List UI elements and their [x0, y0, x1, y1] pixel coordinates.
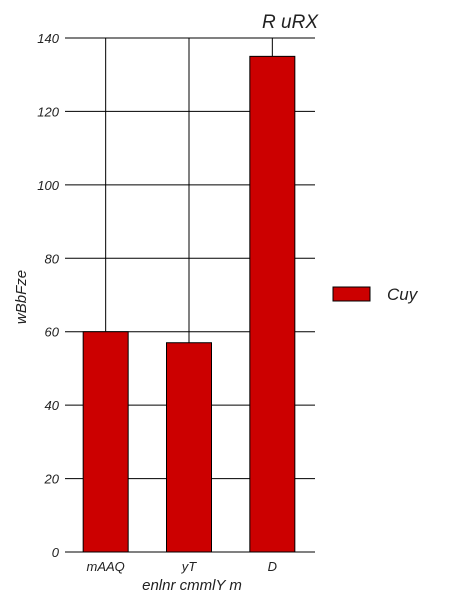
y-tick-label: 60 — [45, 325, 60, 340]
y-tick-label: 120 — [37, 104, 59, 119]
y-tick-label: 140 — [37, 31, 59, 46]
legend-label: Cuy — [387, 285, 419, 304]
legend: Cuy — [332, 285, 419, 304]
y-tick-label: 40 — [45, 398, 60, 413]
x-tick-label: D — [268, 559, 277, 574]
y-tick-label: 100 — [37, 178, 59, 193]
bar — [166, 342, 212, 553]
bar — [249, 55, 296, 553]
x-tick-label: mAAQ — [87, 559, 125, 574]
y-tick-label: 80 — [45, 251, 60, 266]
y-axis-label: wBbFze — [13, 270, 30, 324]
legend-swatch — [332, 286, 371, 302]
x-axis-label: enlnr cmmlY m — [142, 577, 242, 594]
x-tick-label: yT — [181, 559, 198, 574]
y-tick-label: 0 — [52, 545, 60, 560]
y-tick-label: 20 — [44, 472, 60, 487]
bars — [82, 55, 296, 553]
axis-ticks: 0 20 40 60 80 100 120 140 mAAQ yT D — [37, 31, 277, 574]
chart-title: R uRX — [262, 12, 319, 33]
bar — [82, 331, 129, 553]
